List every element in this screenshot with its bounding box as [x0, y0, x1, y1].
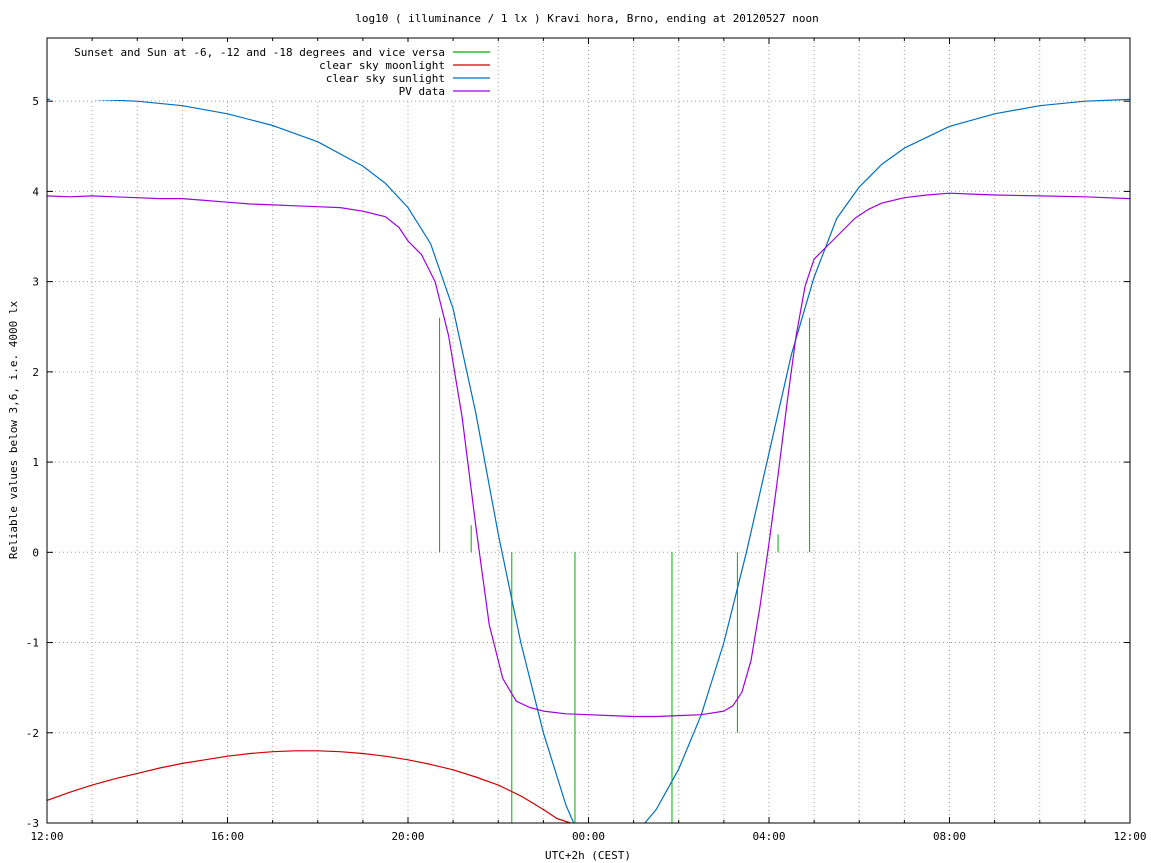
- clear-sky-moonlight-line: [47, 750, 571, 823]
- legend-label: Sunset and Sun at -6, -12 and -18 degree…: [74, 46, 445, 59]
- legend-label: PV data: [399, 85, 445, 98]
- x-tick-label: 04:00: [752, 830, 785, 843]
- y-axis-label: Reliable values below 3,6, i.e. 4000 lx: [7, 300, 20, 559]
- legend-background: [50, 42, 494, 100]
- y-tick-label: 1: [32, 456, 39, 469]
- x-tick-label: 12:00: [30, 830, 63, 843]
- x-tick-label: 08:00: [933, 830, 966, 843]
- y-tick-label: -1: [26, 637, 39, 650]
- y-tick-label: 0: [32, 546, 39, 559]
- x-tick-label: 20:00: [391, 830, 424, 843]
- y-tick-label: 2: [32, 366, 39, 379]
- legend-label: clear sky sunlight: [326, 72, 445, 85]
- clear-sky-sunlight-line: [47, 98, 1130, 823]
- x-tick-label: 16:00: [211, 830, 244, 843]
- y-tick-label: -2: [26, 727, 39, 740]
- chart-title: log10 ( illuminance / 1 lx ) Kravi hora,…: [355, 12, 819, 25]
- x-tick-label: 00:00: [572, 830, 605, 843]
- y-tick-label: -3: [26, 817, 39, 830]
- y-tick-label: 4: [32, 185, 39, 198]
- legend: Sunset and Sun at -6, -12 and -18 degree…: [74, 46, 490, 98]
- grid-lines: [47, 38, 1130, 823]
- legend-label: clear sky moonlight: [319, 59, 445, 72]
- x-axis-label: UTC+2h (CEST): [545, 849, 631, 862]
- plot-area: [47, 98, 1130, 823]
- pv-data-line: [47, 192, 1130, 718]
- plot-frame: [46, 37, 1131, 824]
- y-tick-label: 5: [32, 95, 39, 108]
- x-tick-label: 12:00: [1113, 830, 1146, 843]
- y-tick-label: 3: [32, 276, 39, 289]
